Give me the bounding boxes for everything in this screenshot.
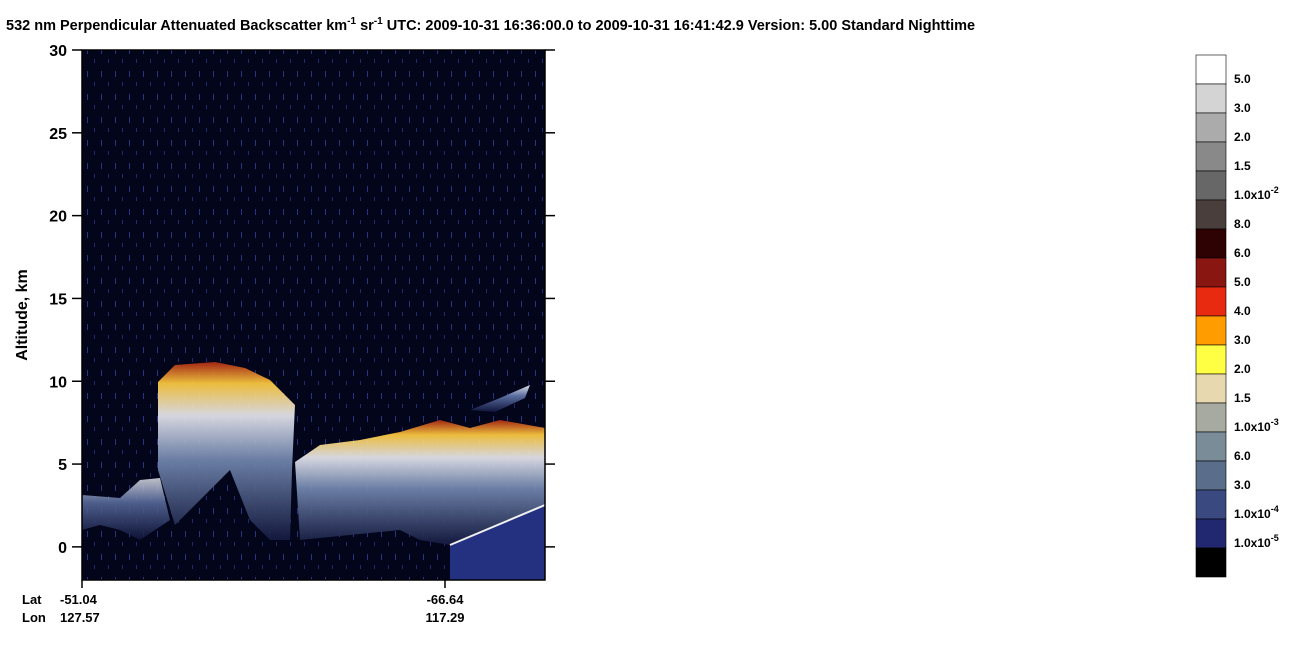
plot-frame [81, 49, 546, 581]
colorbar-swatch [1195, 489, 1227, 520]
colorbar-swatch [1195, 54, 1227, 85]
colorbar-label-exp: -4 [1271, 504, 1279, 514]
colorbar-swatch [1195, 286, 1227, 317]
title-superscript: -1 [347, 16, 356, 27]
title-part: sr [356, 18, 374, 34]
colorbar-label-base: 5.0 [1234, 72, 1251, 86]
colorbar-label-base: 1.5 [1234, 391, 1251, 405]
title-part: 532 nm Perpendicular Attenuated Backscat… [6, 18, 347, 34]
colorbar-label-base: 3.0 [1234, 478, 1251, 492]
colorbar-label: 3.0 [1234, 333, 1251, 347]
colorbar-swatch [1195, 315, 1227, 346]
title-part: UTC: 2009-10-31 16:36:00.0 to 2009-10-31… [383, 18, 975, 34]
colorbar-label: 3.0 [1234, 101, 1251, 115]
colorbar-label: 1.0x10-5 [1234, 533, 1279, 550]
y-tick-label: 5 [58, 457, 67, 474]
colorbar-label-base: 1.0x10 [1234, 507, 1271, 521]
colorbar-swatch [1195, 112, 1227, 143]
y-axis-label: Altitude, km [14, 269, 31, 361]
colorbar-label: 5.0 [1234, 275, 1251, 289]
colorbar-label-base: 1.0x10 [1234, 420, 1271, 434]
colorbar-label: 6.0 [1234, 246, 1251, 260]
colorbar-swatch [1195, 170, 1227, 201]
colorbar-swatch [1195, 199, 1227, 230]
x-tick-lat: -51.04 [60, 592, 98, 607]
x-row-label: Lat [22, 592, 42, 607]
colorbar-label: 4.0 [1234, 304, 1251, 318]
y-tick-label: 25 [49, 126, 67, 143]
colorbar-swatch [1195, 547, 1227, 578]
colorbar-swatch [1195, 373, 1227, 404]
colorbar-swatch [1195, 141, 1227, 172]
colorbar-label-exp: -5 [1271, 533, 1279, 543]
colorbar-label: 3.0 [1234, 478, 1251, 492]
colorbar-label: 8.0 [1234, 217, 1251, 231]
colorbar-label-base: 6.0 [1234, 449, 1251, 463]
y-tick-label: 10 [49, 374, 67, 391]
y-tick-label: 15 [49, 291, 67, 308]
colorbar-swatch [1195, 460, 1227, 491]
colorbar-label-exp: -2 [1271, 185, 1279, 195]
colorbar-swatch [1195, 257, 1227, 288]
colorbar-label-base: 3.0 [1234, 101, 1251, 115]
x-tick-lon: 127.57 [60, 610, 100, 625]
colorbar-label-base: 1.5 [1234, 159, 1251, 173]
colorbar-swatch [1195, 402, 1227, 433]
colorbar-label: 1.5 [1234, 391, 1251, 405]
colorbar-swatch [1195, 344, 1227, 375]
x-tick-lat: -66.64 [427, 592, 465, 607]
colorbar-label-base: 1.0x10 [1234, 188, 1271, 202]
plot-area [81, 49, 546, 581]
colorbar-label: 1.5 [1234, 159, 1251, 173]
colorbar-label-base: 6.0 [1234, 246, 1251, 260]
colorbar-label-base: 2.0 [1234, 130, 1251, 144]
x-row-label: Lon [22, 610, 46, 625]
colorbar-label-base: 1.0x10 [1234, 536, 1271, 550]
colorbar-label: 1.0x10-3 [1234, 417, 1279, 434]
chart-title: 532 nm Perpendicular Attenuated Backscat… [6, 16, 975, 34]
colorbar-swatch [1195, 228, 1227, 259]
cloud [158, 362, 295, 540]
cloud [470, 385, 530, 412]
colorbar-label-base: 8.0 [1234, 217, 1251, 231]
colorbar-swatch [1195, 431, 1227, 462]
y-tick-label: 30 [49, 43, 67, 60]
surface [450, 505, 545, 580]
colorbar-label: 1.0x10-4 [1234, 504, 1279, 521]
surface-line [449, 504, 546, 546]
colorbar-label-base: 2.0 [1234, 362, 1251, 376]
colorbar-label-base: 3.0 [1234, 333, 1251, 347]
colorbar-label: 2.0 [1234, 130, 1251, 144]
x-tick-lon: 117.29 [425, 610, 464, 625]
y-tick-label: 0 [58, 540, 67, 557]
title-superscript: -1 [374, 16, 383, 27]
cloud [82, 478, 170, 540]
colorbar-swatch [1195, 518, 1227, 549]
cloud [295, 420, 545, 545]
colorbar-label: 6.0 [1234, 449, 1251, 463]
y-tick-label: 20 [49, 209, 67, 226]
colorbar-label-base: 5.0 [1234, 275, 1251, 289]
colorbar-label: 1.0x10-2 [1234, 185, 1279, 202]
colorbar-label-exp: -3 [1271, 417, 1279, 427]
colorbar-swatch [1195, 83, 1227, 114]
colorbar-label-base: 4.0 [1234, 304, 1251, 318]
colorbar-label: 2.0 [1234, 362, 1251, 376]
colorbar-label: 5.0 [1234, 72, 1251, 86]
